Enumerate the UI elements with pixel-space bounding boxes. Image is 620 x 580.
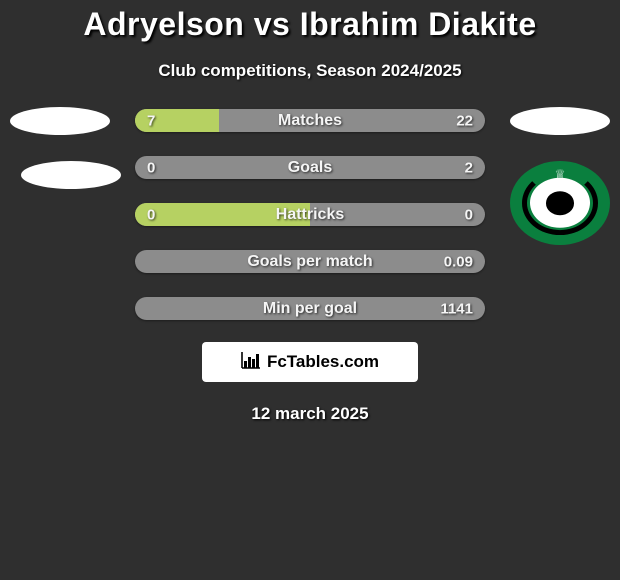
stat-label: Goals per match — [247, 253, 372, 271]
stat-bars: 7 Matches 22 0 Goals 2 0 Hattricks 0 Goa… — [135, 109, 485, 320]
stat-right-value: 2 — [465, 159, 473, 176]
bar-chart-icon — [241, 351, 261, 374]
stat-right-value: 0 — [465, 206, 473, 223]
logo-black-center — [546, 191, 574, 215]
attribution-badge: FcTables.com — [202, 342, 418, 382]
attribution-text: FcTables.com — [267, 352, 379, 372]
stat-label: Hattricks — [276, 206, 344, 224]
stat-right-value: 1141 — [440, 300, 473, 317]
player2-club-badge-1 — [510, 107, 610, 135]
stat-label: Goals — [288, 159, 332, 177]
attribution-inner: FcTables.com — [241, 351, 379, 374]
stat-bar: Goals per match 0.09 — [135, 250, 485, 273]
player2-club-badge-2: ♕ — [510, 161, 610, 245]
stat-label: Min per goal — [263, 300, 357, 318]
player1-club-badge-1 — [10, 107, 110, 135]
stat-bar: 0 Hattricks 0 — [135, 203, 485, 226]
stat-label: Matches — [278, 112, 342, 130]
cercle-brugge-logo: ♕ — [510, 161, 610, 245]
page-title: Adryelson vs Ibrahim Diakite — [0, 6, 620, 43]
subtitle: Club competitions, Season 2024/2025 — [0, 61, 620, 81]
stat-left-value: 0 — [147, 206, 155, 223]
stat-bar: Min per goal 1141 — [135, 297, 485, 320]
stats-area: ♕ 7 Matches 22 0 Goals 2 0 Ha — [0, 109, 620, 320]
stat-right-value: 22 — [456, 112, 473, 129]
stat-bar: 7 Matches 22 — [135, 109, 485, 132]
stat-left-value: 7 — [147, 112, 155, 129]
stat-right-value: 0.09 — [444, 253, 473, 270]
stat-bar: 0 Goals 2 — [135, 156, 485, 179]
player1-club-badge-2 — [21, 161, 121, 189]
stat-left-value: 0 — [147, 159, 155, 176]
date-label: 12 march 2025 — [0, 404, 620, 424]
comparison-infographic: Adryelson vs Ibrahim Diakite Club compet… — [0, 0, 620, 424]
